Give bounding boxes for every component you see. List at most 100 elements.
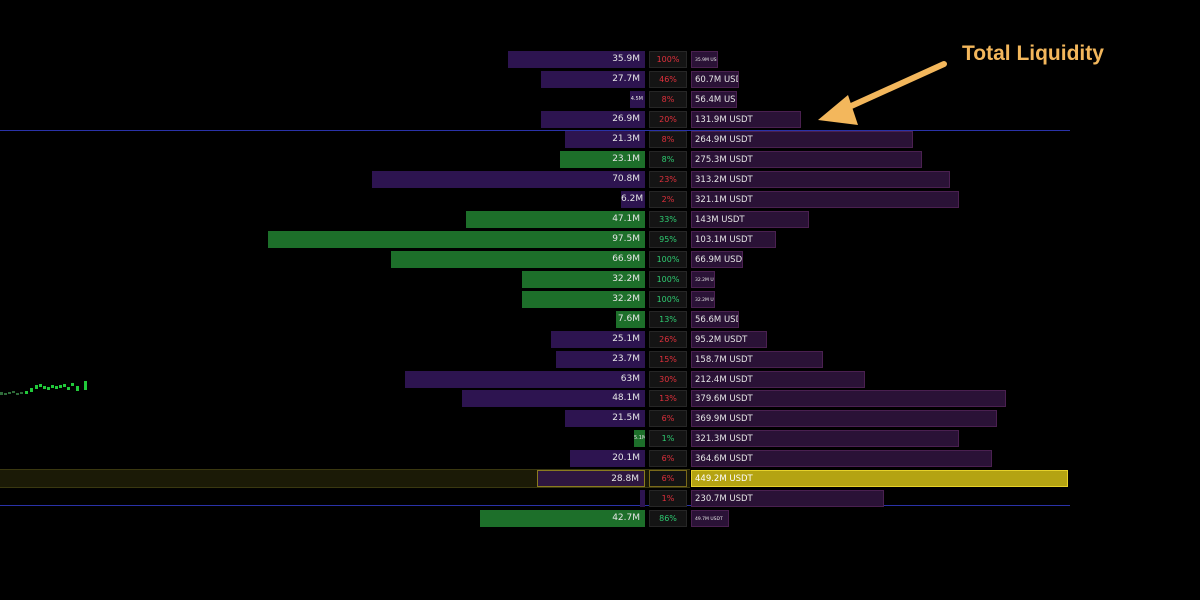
order-book-row: 20.1M 6% 364.6M USDT <box>0 450 1200 468</box>
order-book-row: 26.9M 20% 131.9M USDT <box>0 110 1200 128</box>
delta-volume-bar: 48.1M <box>462 390 645 408</box>
liquidity-bar: 313.2M USDT <box>691 170 950 188</box>
percent-cell: 95% <box>649 230 687 248</box>
mini-candle <box>63 384 66 387</box>
liquidity-bar: 103.1M USDT <box>691 230 776 248</box>
delta-volume-bar: 5.1M <box>634 430 645 448</box>
percent-cell: 100% <box>649 51 687 68</box>
liquidity-bar: 32.2M USDT <box>691 290 715 308</box>
percent-cell: 30% <box>649 370 687 388</box>
percent-cell: 2% <box>649 190 687 208</box>
order-book-row: 23.1M 8% 275.3M USDT <box>0 150 1200 168</box>
order-book-row: 25.1M 26% 95.2M USDT <box>0 330 1200 348</box>
liquidity-bar: 143M USDT <box>691 210 809 228</box>
delta-volume-bar: 26.9M <box>541 110 645 128</box>
total-liquidity-label: Total Liquidity <box>962 42 1104 65</box>
order-book-row: 4.5M 8%56.4M USDT <box>0 90 1200 108</box>
liquidity-bar: 158.7M USDT <box>691 350 823 368</box>
percent-cell: 86% <box>649 510 687 528</box>
delta-volume-bar: 21.3M <box>565 130 645 148</box>
price-level-line-lower <box>0 505 1070 506</box>
price-level-line-upper <box>0 130 1070 131</box>
liquidity-bar: 66.9M USDT <box>691 250 743 268</box>
delta-volume-bar: 25.1M <box>551 330 645 348</box>
liquidity-bar: 32.2M USDT <box>691 270 715 288</box>
order-book-row: 6.2M 2% 321.1M USDT <box>0 190 1200 208</box>
percent-cell: 1% <box>649 490 687 508</box>
order-book-row: 48.1M 13% 379.6M USDT <box>0 390 1200 408</box>
liquidity-bar: 95.2M USDT <box>691 330 767 348</box>
liquidity-bar: 321.3M USDT <box>691 430 959 448</box>
liquidity-bar: 49.7M USDT <box>691 510 729 528</box>
delta-volume-bar: 4.5M <box>630 90 645 108</box>
liquidity-bar: 212.4M USDT <box>691 370 865 388</box>
order-book-row: 5.1M 1% 321.3M USDT <box>0 430 1200 448</box>
mini-candle <box>71 383 74 386</box>
percent-cell: 8% <box>649 150 687 168</box>
percent-cell: 13% <box>649 310 687 328</box>
percent-cell: 8% <box>649 90 687 108</box>
delta-volume-bar: 27.7M <box>541 70 645 88</box>
liquidity-bar: 131.9M USDT <box>691 110 801 128</box>
delta-volume-bar: 42.7M <box>480 510 645 528</box>
percent-cell: 20% <box>649 110 687 128</box>
delta-volume-bar: 63M <box>405 370 645 388</box>
percent-cell: 1% <box>649 430 687 448</box>
mini-candle <box>30 388 33 392</box>
mini-candle <box>84 381 87 390</box>
liquidity-bar: 56.6M USDT <box>691 310 739 328</box>
liquidity-bar: 369.9M USDT <box>691 410 997 428</box>
delta-volume-bar: 21.5M <box>565 410 645 428</box>
liquidity-bar: 56.4M USDT <box>691 90 737 108</box>
order-book-row: 97.5M 95% 103.1M USDT <box>0 230 1200 248</box>
mini-candle <box>20 392 23 394</box>
mini-candle <box>12 391 15 393</box>
order-book-row: 66.9M 100% 66.9M USDT <box>0 250 1200 268</box>
order-book-row: 47.1M 33% 143M USDT <box>0 210 1200 228</box>
liquidity-bar: 275.3M USDT <box>691 150 922 168</box>
mini-candle <box>25 391 28 394</box>
mini-candle <box>0 392 3 395</box>
delta-volume-bar: 20.1M <box>570 450 645 468</box>
percent-cell: 6% <box>649 410 687 428</box>
order-book-row: 21.5M 6% 369.9M USDT <box>0 410 1200 428</box>
percent-cell: 33% <box>649 210 687 228</box>
mini-candle <box>47 387 50 390</box>
order-book-row: 70.8M 23% 313.2M USDT <box>0 170 1200 188</box>
mini-candle <box>8 392 11 394</box>
order-book-row: 28.8M 6% 449.2M USDT <box>0 470 1200 488</box>
mini-candle <box>67 387 70 390</box>
percent-cell: 13% <box>649 390 687 408</box>
mini-candle <box>55 386 58 389</box>
delta-volume-bar: 7.6M <box>616 310 645 328</box>
delta-volume-bar: 97.5M <box>268 230 645 248</box>
liquidity-bar: 321.1M USDT <box>691 190 959 208</box>
mini-candle <box>59 385 62 388</box>
order-book-row: 21.3M 8% 264.9M USDT <box>0 130 1200 148</box>
delta-volume-bar: 32.2M <box>522 270 645 288</box>
percent-cell: 100% <box>649 250 687 268</box>
liquidity-bar: 230.7M USDT <box>691 490 884 508</box>
mini-candle <box>35 385 38 389</box>
highlight-row-band <box>0 469 690 488</box>
percent-cell: 26% <box>649 330 687 348</box>
percent-cell: 23% <box>649 170 687 188</box>
order-book-row: 42.7M 86% 49.7M USDT <box>0 510 1200 528</box>
order-book-row: 1% 230.7M USDT <box>0 490 1200 508</box>
mini-candle <box>39 384 42 387</box>
delta-volume-bar: 35.9M <box>508 51 645 68</box>
percent-cell: 100% <box>649 290 687 308</box>
delta-volume-bar: 23.1M <box>560 150 645 168</box>
mini-price-chart <box>0 381 87 395</box>
percent-cell: 15% <box>649 350 687 368</box>
liquidity-bar: 449.2M USDT <box>691 470 1068 488</box>
liquidity-bar: 35.9M USDT <box>691 51 718 68</box>
delta-volume-bar: 32.2M <box>522 290 645 308</box>
delta-volume-bar: 28.8M <box>537 470 645 488</box>
